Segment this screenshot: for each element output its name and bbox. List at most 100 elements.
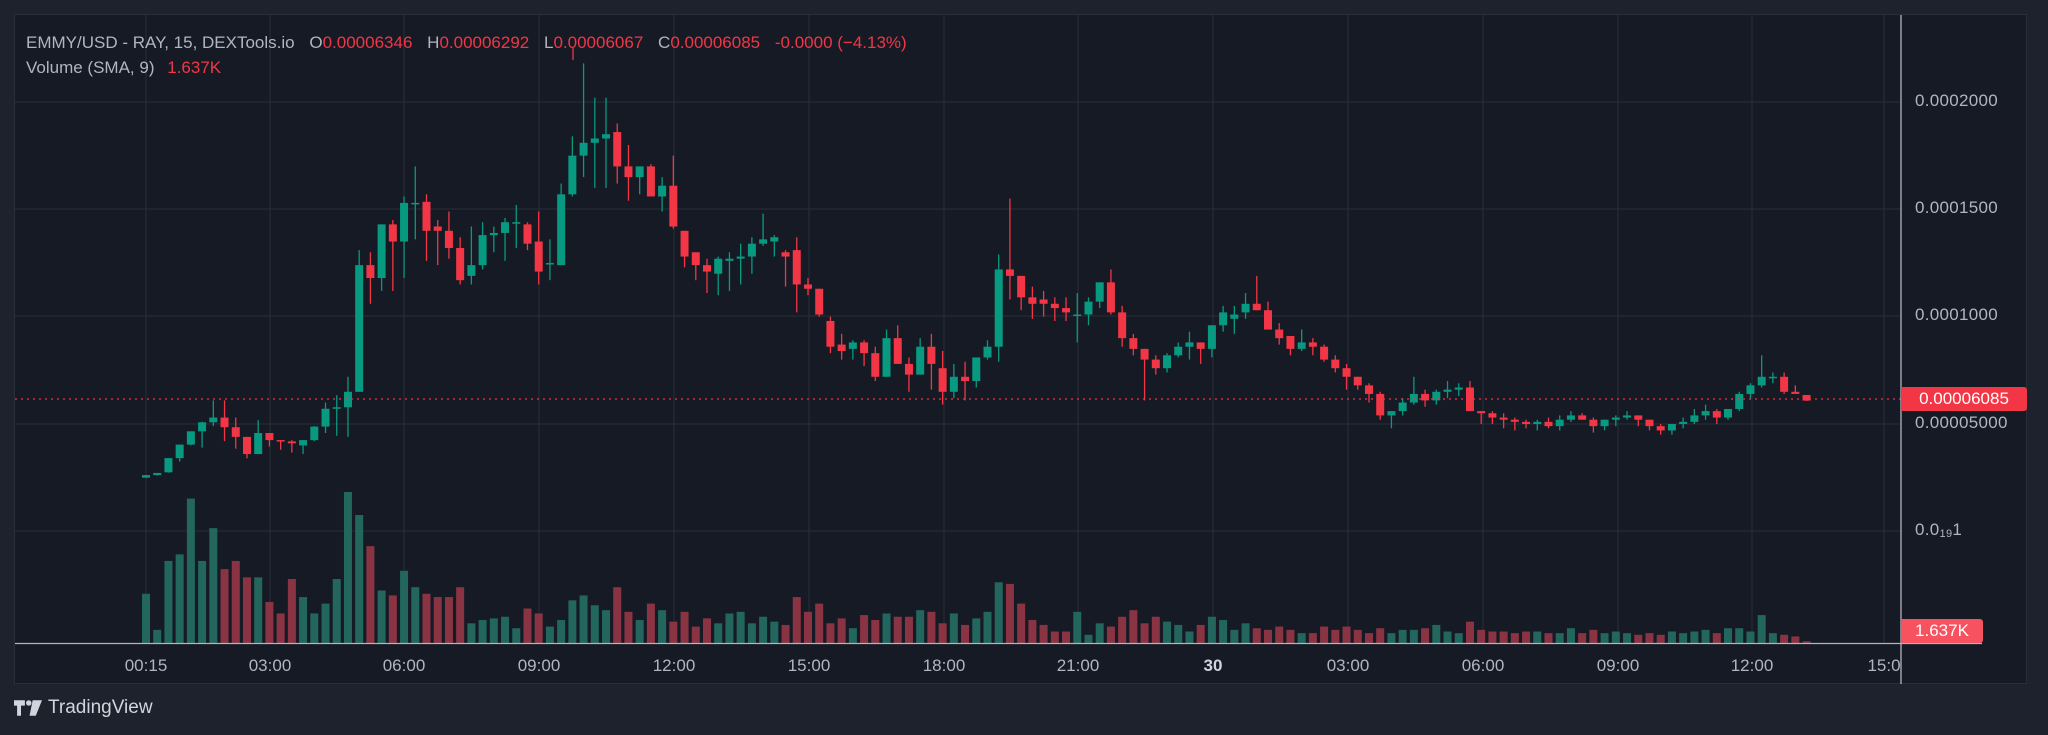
candle-body <box>916 346 925 375</box>
candle-body <box>1712 411 1721 418</box>
volume-bar <box>1353 629 1362 643</box>
candle-body <box>781 252 790 257</box>
candle-body <box>1645 419 1654 427</box>
volume-bar <box>815 603 824 643</box>
volume-bar <box>557 620 566 643</box>
volume-row: Volume (SMA, 9) 1.637K <box>26 55 907 80</box>
candle-body <box>467 265 476 276</box>
tradingview-brand[interactable]: TradingView <box>14 697 153 719</box>
volume-bar <box>916 610 925 643</box>
candle-body <box>1095 282 1104 302</box>
volume-bar <box>927 611 936 643</box>
volume-bar <box>1275 626 1284 643</box>
candle-body <box>512 222 521 224</box>
time-axis-label: 12:00 <box>652 656 696 675</box>
symbol-title[interactable]: EMMY/USD - RAY, 15, DEXTools.io <box>26 33 295 52</box>
candle-body <box>343 391 352 408</box>
volume-bar <box>1118 616 1127 643</box>
candle-body <box>927 346 936 364</box>
volume-bar <box>904 616 913 643</box>
candle-body <box>1533 421 1542 424</box>
volume-bar <box>343 492 352 643</box>
time-axis-label: 06:00 <box>1461 656 1505 675</box>
candle-body <box>613 132 622 167</box>
volume-bar <box>1174 624 1183 643</box>
volume-bar <box>265 601 274 643</box>
candle-body <box>175 444 184 459</box>
volume-bar <box>691 626 700 643</box>
volume-bar <box>759 616 768 643</box>
volume-bar <box>444 597 453 643</box>
volume-bar <box>1488 631 1497 643</box>
candle-body <box>231 427 240 437</box>
volume-indicator-label[interactable]: Volume (SMA, 9) <box>26 58 155 77</box>
volume-bar <box>1465 621 1474 643</box>
volume-bar <box>1376 628 1385 643</box>
candle-body <box>1275 329 1284 339</box>
open-value: 0.00006346 <box>322 33 413 52</box>
candle-body <box>1163 355 1172 369</box>
candle-body <box>1376 393 1385 416</box>
candle-body <box>1555 419 1564 427</box>
volume-bar <box>949 613 958 643</box>
candle-body <box>725 258 734 261</box>
candle-body <box>1623 415 1632 418</box>
volume-bar <box>1533 631 1542 643</box>
volume-bar <box>1129 610 1138 643</box>
candle-body <box>198 422 207 432</box>
candle-body <box>164 458 173 473</box>
candle-body <box>1791 391 1800 394</box>
volume-bar <box>142 593 150 643</box>
volume-bar <box>366 546 375 643</box>
volume-bar <box>186 498 195 643</box>
candle-body <box>254 433 263 455</box>
candle-body <box>792 250 801 285</box>
candle-body <box>1129 338 1138 349</box>
candle-body <box>489 232 498 236</box>
candle-body <box>1286 335 1295 349</box>
candle-body <box>153 472 162 476</box>
candle-body <box>1084 301 1093 315</box>
volume-bar <box>1735 628 1744 643</box>
volume-bar <box>1667 631 1676 643</box>
candle-body <box>321 408 330 427</box>
volume-bar <box>1151 616 1160 643</box>
volume-bar <box>1701 629 1710 643</box>
volume-bar <box>1477 629 1486 643</box>
candle-body <box>658 185 667 197</box>
candle-body <box>691 252 700 266</box>
candle-body <box>1701 411 1710 416</box>
volume-bar <box>164 560 173 643</box>
price-axis-label: 0.00005000 <box>1915 413 2008 432</box>
candle-body <box>904 363 913 375</box>
candle-body <box>332 407 341 409</box>
volume-bar <box>1791 636 1800 643</box>
low-label: L <box>544 33 554 52</box>
candle-body <box>1735 393 1744 409</box>
candle-body <box>882 338 891 377</box>
candle-body <box>1398 402 1407 412</box>
volume-bar <box>310 613 319 643</box>
candle-body <box>983 346 992 358</box>
time-axis-label: 00:15 <box>124 656 168 675</box>
volume-bar <box>770 621 779 643</box>
volume-bar <box>1387 633 1396 643</box>
volume-bar <box>1499 631 1508 643</box>
volume-bar <box>1140 623 1149 643</box>
candle-body <box>1118 312 1127 339</box>
time-axis-label: 15:00 <box>787 656 831 675</box>
close-label: C <box>658 33 671 52</box>
candle-body <box>961 376 970 382</box>
volume-bar <box>242 577 251 643</box>
candle-body <box>770 237 779 242</box>
candle-body <box>949 376 958 392</box>
volume-bar <box>792 597 801 643</box>
candle-body <box>355 265 364 392</box>
candle-body <box>1600 419 1609 427</box>
volume-bar <box>355 514 364 643</box>
candle-body <box>624 166 633 178</box>
candle-body <box>1802 395 1811 401</box>
volume-bar <box>1544 633 1553 643</box>
candle-body <box>1724 408 1733 418</box>
